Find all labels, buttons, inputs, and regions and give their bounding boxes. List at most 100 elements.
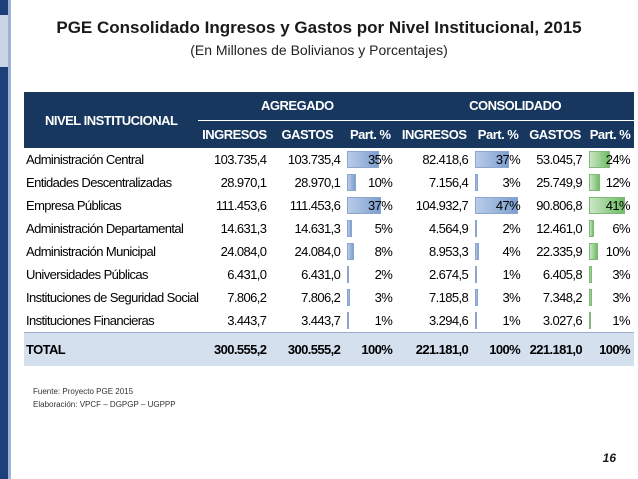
share-bar [475,174,479,191]
share-bar [475,151,510,168]
share-value: 1% [612,312,630,328]
gastos-consolidado: 90.806,8 [536,198,583,213]
source-notes: Fuente: Proyecto PGE 2015 Elaboración: V… [33,385,176,411]
gastos-consolidado: 6.405,8 [542,267,583,282]
elaboration-line: Elaboración: VPCF – DGPGP – UGPPP [33,400,176,409]
ingresos-agregado: 6.431,0 [227,267,267,282]
part-ingresos-consolidado: 4% [472,240,524,263]
share-value: 3% [612,290,630,305]
share-bar [475,220,478,237]
part-ingresos-consolidado: 1% [472,263,524,286]
share-bar [589,266,593,283]
share-value: 47% [495,198,521,213]
part-gastos-consolidado: 6% [586,217,634,240]
left-accent-stripe [8,0,11,479]
left-accent-bar [0,0,8,479]
share-bar [589,197,626,214]
part-ingresos-consolidado: 37% [472,148,524,171]
table-row: Instituciones Financieras 3.443,7 3.443,7 1… [24,309,634,332]
ingresos-agregado: 28.970,1 [220,175,267,190]
table-row: Universidades Públicas 6.431,0 6.431,0 2% 2.… [24,263,634,286]
gastos-consolidado: 7.348,2 [542,290,583,305]
share-value: 24% [605,152,631,167]
institution-name: Empresa Públicas [26,198,122,213]
header-ingresos-agregado: INGRESOS [198,120,271,148]
ingresos-consolidado: 7.185,8 [428,290,469,305]
gastos-agregado: 24.084,0 [294,244,341,259]
gastos-agregado: 3.443,7 [301,312,341,328]
institution-name: Instituciones de Seguridad Social [26,290,199,305]
ingresos-consolidado: 3.294,6 [428,312,469,328]
total-ingresos-agregado: 300.555,2 [198,331,271,366]
total-part-agregado: 100% [344,331,397,366]
share-bar [347,312,350,329]
total-gastos-consolidado: 221.181,0 [524,331,587,366]
share-bar [347,266,350,283]
part-agregado: 3% [344,286,396,309]
header-institution: NIVEL INSTITUCIONAL [24,92,199,148]
title-accent-block [0,15,8,67]
share-value: 6% [612,221,630,236]
part-ingresos-consolidado: 47% [472,194,524,217]
gastos-agregado: 7.806,2 [301,290,341,305]
share-bar [475,289,479,306]
part-agregado: 37% [344,194,396,217]
share-bar [589,289,593,306]
part-agregado: 10% [344,171,396,194]
gastos-consolidado: 3.027,6 [542,312,583,328]
ingresos-consolidado: 8.953,3 [428,244,469,259]
share-value: 41% [605,198,631,213]
ingresos-consolidado: 2.674,5 [428,267,469,282]
share-bar [589,151,611,168]
share-value: 3% [374,290,393,305]
share-bar [347,243,355,260]
table-row: Administración Central 103.735,4 103.735,4… [24,148,634,171]
share-bar [589,174,601,191]
total-ingresos-consolidado: 221.181,0 [396,331,473,366]
slide-title: PGE Consolidado Ingresos y Gastos por Ni… [56,18,582,37]
part-ingresos-consolidado: 3% [472,286,524,309]
total-gastos-agregado: 300.555,2 [270,331,345,366]
share-value: 12% [605,175,631,190]
part-gastos-consolidado: 10% [586,240,634,263]
share-bar [347,197,382,214]
share-value: 1% [502,267,521,282]
institution-name: Administración Departamental [26,221,184,236]
share-value: 8% [374,244,393,259]
table-row: Administración Municipal 24.084,0 24.084,0… [24,240,634,263]
share-value: 3% [502,175,521,190]
share-bar [347,151,380,168]
share-value: 4% [502,244,521,259]
part-gastos-consolidado: 12% [586,171,634,194]
gastos-agregado: 14.631,3 [294,221,341,236]
institution-name: Entidades Descentralizadas [26,175,172,190]
table-row: Empresa Públicas 111.453,6 111.453,6 37% 104… [24,194,634,217]
share-value: 1% [374,312,393,328]
header-group-consolidado: CONSOLIDADO [396,92,634,121]
header-ingresos-consolidado: INGRESOS [396,120,473,148]
share-bar [475,197,519,214]
ingresos-consolidado: 82.418,6 [422,152,469,167]
part-gastos-consolidado: 1% [586,309,634,332]
table-row: Instituciones de Seguridad Social 7.806,2… [24,286,634,309]
share-value: 5% [374,221,393,236]
part-agregado: 5% [344,217,396,240]
gastos-agregado: 28.970,1 [294,175,341,190]
part-agregado: 1% [344,309,396,332]
header-part-ingresos-consolidado: Part. % [472,120,525,148]
share-bar [475,243,480,260]
share-value: 2% [374,267,393,282]
table-row: Administración Departamental 14.631,3 14.6… [24,217,634,240]
part-ingresos-consolidado: 2% [472,217,524,240]
header-gastos-consolidado: GASTOS [524,120,587,148]
slide-subtitle: (En Millones de Bolivianos y Porcentajes… [190,42,448,58]
share-bar [589,312,592,329]
page-number: 16 [602,451,616,465]
share-value: 2% [502,221,521,236]
ingresos-agregado: 7.806,2 [227,290,267,305]
share-value: 10% [367,175,393,190]
share-bar [347,174,357,191]
part-agregado: 8% [344,240,396,263]
share-bar [475,312,478,329]
total-part-ingresos-consolidado: 100% [472,331,525,366]
